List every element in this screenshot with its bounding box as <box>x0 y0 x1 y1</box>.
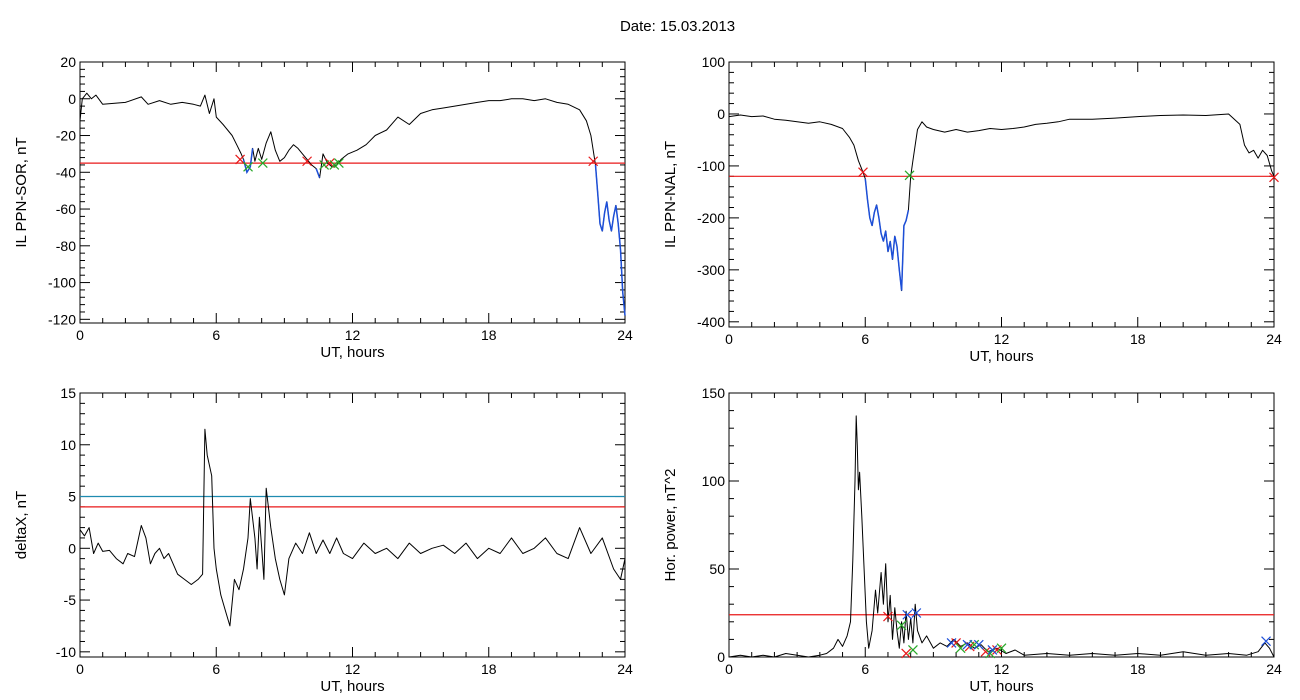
y-tick-label: -80 <box>56 238 76 254</box>
y-tick-label: 0 <box>68 91 76 107</box>
plot-frame <box>728 392 1275 658</box>
panel-il-ppn-nal: 0 6 12 18 24 100 0 -100 -200 -300 -400 UT, hours IL … <box>662 54 1282 365</box>
y-tick-label: -300 <box>697 262 725 278</box>
series-line <box>728 415 1275 658</box>
y-tick-label: 100 <box>702 473 726 489</box>
plot-frame <box>728 61 1275 328</box>
marker-green <box>955 643 966 654</box>
y-axis-label: IL PPN-SOR, nT <box>13 137 30 247</box>
y-axis-label: deltaX, nT <box>13 491 30 559</box>
x-tick-label: 24 <box>1266 331 1282 347</box>
marker-blue <box>987 645 998 655</box>
y-tick-label: -120 <box>48 311 76 327</box>
x-axis-label: UT, hours <box>320 678 384 695</box>
marker-red <box>1269 172 1279 183</box>
x-tick-label: 0 <box>725 331 733 347</box>
marker-blue <box>902 609 913 620</box>
y-tick-label: 5 <box>68 489 76 505</box>
x-tick-label: 12 <box>994 331 1010 347</box>
y-tick-label: -60 <box>56 201 76 217</box>
marker-blue <box>1261 636 1271 647</box>
marker-green <box>904 170 915 181</box>
date-label: Date: 15.03.2013 <box>619 18 736 35</box>
y-tick-label: 15 <box>60 385 76 401</box>
marker-green <box>319 160 330 170</box>
marker-red <box>901 648 912 659</box>
series-highlight <box>242 148 254 175</box>
panel-hor-power: 0 6 12 18 24 150 100 50 0 UT, hours Hor. power, nT… <box>662 385 1282 695</box>
series-line <box>79 92 626 316</box>
y-tick-label: -5 <box>64 592 77 608</box>
series-highlight <box>315 168 321 179</box>
y-tick-label: 20 <box>60 54 76 70</box>
x-tick-label: 6 <box>861 331 869 347</box>
marker-green <box>257 158 268 169</box>
y-tick-label: -100 <box>697 158 725 174</box>
x-tick-label: 24 <box>617 327 633 343</box>
plot-frame <box>79 392 626 658</box>
marker-green <box>908 645 918 655</box>
marker-blue <box>911 608 922 618</box>
x-tick-label: 6 <box>212 661 220 677</box>
y-axis-label: IL PPN-NAL, nT <box>662 141 679 248</box>
x-tick-label: 6 <box>212 327 220 343</box>
x-tick-label: 0 <box>76 661 84 677</box>
marker-green <box>243 161 253 172</box>
y-tick-label: -20 <box>56 128 76 144</box>
y-tick-label: 150 <box>702 385 726 401</box>
x-tick-label: 18 <box>481 327 497 343</box>
series-highlight <box>864 178 910 291</box>
y-tick-label: 0 <box>68 540 76 556</box>
marker-green <box>896 620 907 631</box>
marker-red <box>302 156 313 167</box>
x-tick-label: 12 <box>345 661 361 677</box>
marker-red <box>588 156 599 167</box>
y-tick-label: -400 <box>697 314 725 330</box>
marker-blue <box>962 639 973 650</box>
x-tick-label: 18 <box>481 661 497 677</box>
y-axis-label: Hor. power, nT^2 <box>662 469 679 582</box>
marker-green <box>996 643 1007 654</box>
y-tick-label: -10 <box>56 644 76 660</box>
panel-il-ppn-sor: 0 6 12 18 24 20 0 -20 -40 -60 -80 -100 -120 UT, hours… <box>13 54 633 361</box>
series-line <box>79 428 626 627</box>
x-tick-label: 12 <box>994 661 1010 677</box>
y-tick-label: 0 <box>717 649 725 665</box>
x-tick-label: 24 <box>617 661 633 677</box>
x-tick-label: 12 <box>345 327 361 343</box>
y-tick-label: 10 <box>60 437 76 453</box>
marker-blue <box>973 639 984 650</box>
marker-blue <box>946 637 957 648</box>
y-tick-label: 50 <box>709 561 725 577</box>
series-line <box>728 113 1275 292</box>
y-tick-label: 0 <box>717 106 725 122</box>
marker-red <box>883 611 893 622</box>
marker-red <box>235 154 246 165</box>
y-tick-label: -200 <box>697 210 725 226</box>
panel-deltax: 0 6 12 18 24 15 10 5 0 -5 -10 UT, hours deltaX, nT <box>13 385 633 695</box>
x-tick-label: 0 <box>725 661 733 677</box>
x-tick-label: 18 <box>1130 661 1146 677</box>
y-tick-label: -40 <box>56 164 76 180</box>
x-axis-label: UT, hours <box>969 678 1033 695</box>
x-axis-label: UT, hours <box>320 344 384 361</box>
y-tick-label: 100 <box>702 54 726 70</box>
x-tick-label: 24 <box>1266 661 1282 677</box>
x-tick-label: 18 <box>1130 331 1146 347</box>
x-axis-label: UT, hours <box>969 348 1033 365</box>
marker-green <box>333 158 344 169</box>
y-tick-label: -100 <box>48 275 76 291</box>
x-tick-label: 0 <box>76 327 84 343</box>
x-tick-label: 6 <box>861 661 869 677</box>
marker-red <box>858 167 868 178</box>
series-highlight <box>594 164 626 316</box>
